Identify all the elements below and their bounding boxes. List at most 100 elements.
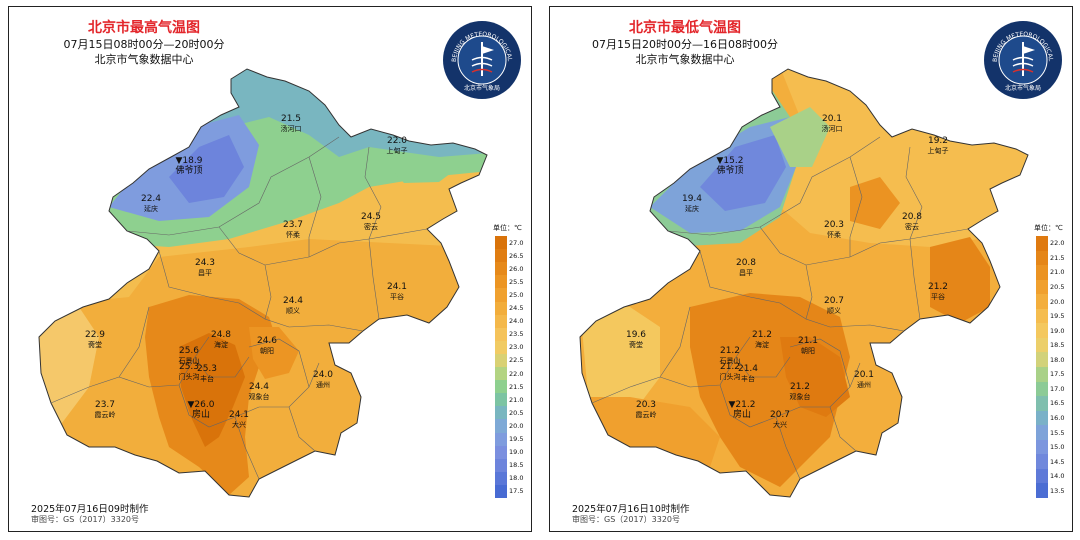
station-value: 21.1 [798, 336, 818, 346]
meteorological-service-logo-icon: BEIJING METEOROLOGICAL SERVICE 北京市气象局 [983, 20, 1062, 99]
station-name: 霞云岭 [636, 410, 657, 419]
station-18: ▼26.0房山 [188, 400, 215, 420]
station-16: 20.1通州 [854, 370, 874, 389]
station-name: 朝阳 [801, 346, 815, 355]
legend-tick-label: 17.0 [1050, 384, 1065, 393]
station-name: 石景山 [179, 356, 200, 365]
production-time: 2025年07月16日10时制作 [572, 504, 690, 515]
legend-swatch [495, 445, 507, 460]
legend-swatch [1036, 337, 1048, 353]
district-boundaries [591, 136, 969, 480]
legend-swatch [1036, 250, 1048, 266]
legend-swatch [1036, 236, 1048, 252]
station-8: 24.4顺义 [283, 296, 303, 315]
station-value: 25.3 [197, 364, 217, 374]
station-10: 24.8海淀 [211, 330, 231, 349]
station-value: 21.4 [738, 364, 758, 374]
production-time: 2025年07月16日09时制作 [31, 504, 149, 515]
station-name: 观象台 [249, 392, 270, 401]
legend-tick-label: 24.5 [509, 304, 524, 313]
station-16: 24.0通州 [313, 370, 333, 389]
map-title: 北京市最低气温图 [629, 20, 741, 36]
legend-swatch [495, 327, 507, 342]
legend-tick-label: 21.5 [1050, 253, 1065, 262]
station-value: ▼21.2 [729, 400, 756, 410]
station-value: 24.0 [313, 370, 333, 380]
legend-tick-label: 23.5 [509, 330, 524, 339]
station-value: 24.1 [229, 410, 249, 420]
station-name: 上甸子 [928, 146, 949, 155]
legend-swatch [495, 236, 507, 250]
station-value: 19.2 [928, 136, 948, 146]
legend-swatch [495, 262, 507, 276]
legend-swatch [1036, 468, 1048, 484]
legend-tick-label: 22.0 [1050, 239, 1065, 248]
station-7: 24.1平谷 [387, 282, 407, 301]
station-14: 21.4丰台 [738, 364, 758, 383]
legend-swatch [1036, 381, 1048, 397]
legend-tick-label: 24.0 [509, 317, 524, 326]
station-value: 25.6 [179, 346, 199, 356]
max-temperature-panel: 21.5 汤河口 22.0 上甸子 ▼18.9 佛爷顶 22.4 延庆 23.7 怀柔 24.5 密云… [8, 6, 532, 532]
station-value: 19.4 [682, 194, 702, 204]
station-value: 21.2 [790, 382, 810, 392]
legend-tick-label: 20.0 [1050, 297, 1065, 306]
station-name: 海淀 [755, 340, 769, 349]
station-value: 23.7 [95, 400, 115, 410]
station-5: 24.5密云 [361, 212, 381, 231]
legend-tick-label: 21.0 [1050, 268, 1065, 277]
legend-swatch [1036, 425, 1048, 441]
station-8: 20.7顺义 [824, 296, 844, 315]
station-name: 斋堂 [629, 340, 643, 349]
station-value: 21.2 [928, 282, 948, 292]
station-value: 19.6 [626, 330, 646, 340]
station-value: 23.7 [283, 220, 303, 230]
station-10: 21.2海淀 [752, 330, 772, 349]
station-name: 平谷 [390, 292, 404, 301]
min-temperature-panel: 20.1 汤河口 19.2 上甸子 ▼15.2 佛爷顶 19.4 延庆 20.3 怀柔 20.8 密云… [549, 6, 1073, 532]
station-4: 20.3怀柔 [824, 220, 844, 239]
legend-tick-label: 16.0 [1050, 413, 1065, 422]
legend-swatch [1036, 265, 1048, 281]
legend-swatch [495, 406, 507, 420]
legend-tick-label: 18.5 [509, 461, 524, 470]
beijing-min-temp-map: 20.1汤河口19.2上甸子▼15.2佛爷顶19.4延庆20.3怀柔20.8密云… [579, 68, 1029, 498]
legend-swatch [495, 380, 507, 394]
map-agency: 北京市气象数据中心 [635, 53, 735, 66]
legend-tick-label: 18.5 [1050, 341, 1065, 350]
legend-tick-label: 15.0 [1050, 443, 1065, 452]
legend-tick-label: 19.0 [1050, 326, 1065, 335]
station-value: ▼15.2 [717, 156, 744, 166]
station-name: 通州 [316, 380, 330, 389]
station-name: 顺义 [827, 307, 841, 315]
legend-swatch [1036, 294, 1048, 310]
beijing-outline [579, 68, 1029, 498]
station-name: 斋堂 [88, 340, 102, 349]
station-name: 房山 [733, 408, 751, 420]
legend-swatch [1036, 396, 1048, 412]
station-name: 霞云岭 [95, 410, 116, 419]
legend-swatch [495, 367, 507, 381]
station-value: 21.5 [281, 114, 301, 124]
station-value: 22.4 [141, 194, 161, 204]
legend-swatch [1036, 323, 1048, 339]
station-name: 石景山 [720, 356, 741, 365]
station-name: 汤河口 [822, 124, 843, 133]
beijing-max-temp-map: 21.5汤河口22.0上甸子▼18.9佛爷顶22.4延庆23.7怀柔24.5密云… [38, 68, 488, 498]
legend-tick-label: 14.0 [1050, 472, 1065, 481]
legend-tick-label: 22.0 [509, 369, 524, 378]
station-value: 21.2 [752, 330, 772, 340]
station-value: 22.9 [85, 330, 105, 340]
station-5: 20.8密云 [902, 212, 922, 231]
station-name: 密云 [364, 222, 378, 231]
station-name: 通州 [857, 380, 871, 389]
